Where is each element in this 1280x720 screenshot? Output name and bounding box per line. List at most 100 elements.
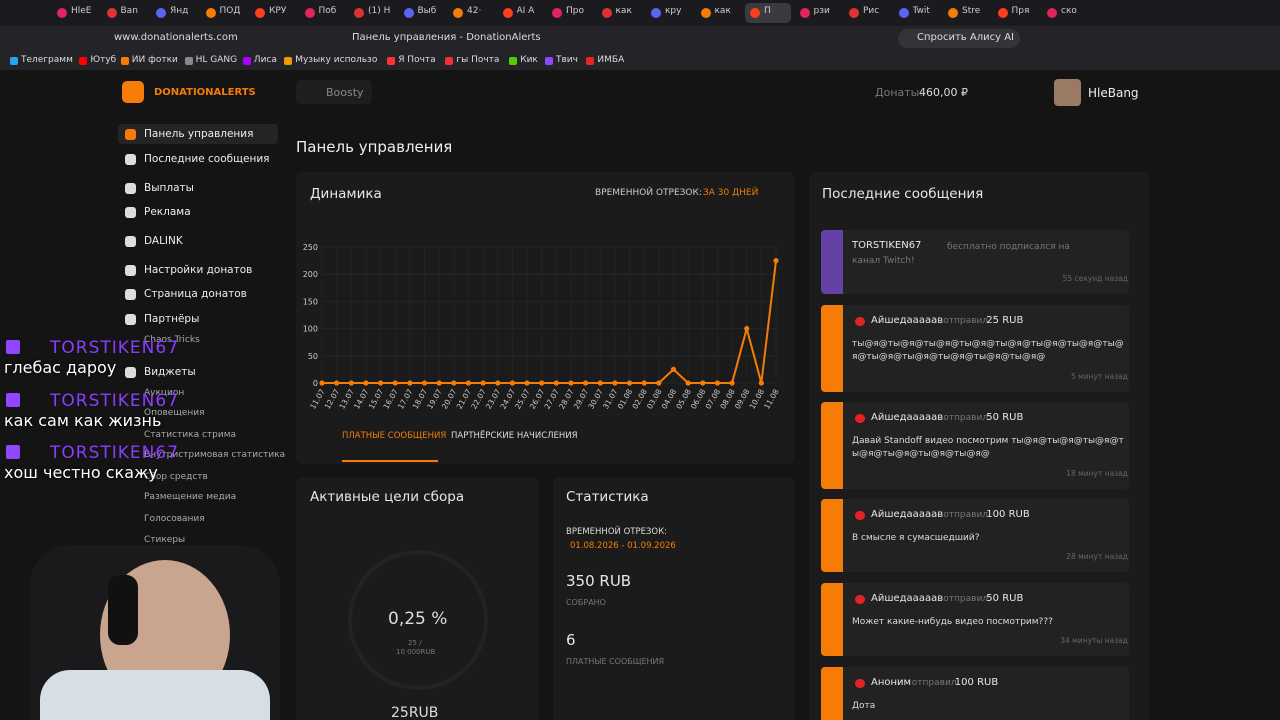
chat-user: TORSTIKEN67 — [50, 338, 180, 358]
boosty-label[interactable]: Boosty — [326, 86, 364, 99]
sidebar-item[interactable]: Голосования — [144, 514, 205, 524]
bookmark[interactable]: HL GANG — [195, 55, 238, 65]
avatar[interactable] — [1054, 79, 1081, 106]
url[interactable]: www.donationalerts.com — [114, 32, 238, 43]
stats-period-label: ВРЕМЕННОЙ ОТРЕЗОК: — [566, 527, 667, 537]
message-strip — [821, 583, 843, 656]
bookmark[interactable]: гы Почта — [456, 55, 500, 65]
bookmark-icon — [509, 57, 518, 65]
message-amount: 50 RUB — [986, 412, 1024, 423]
bookmark-icon — [284, 57, 293, 65]
sidebar-item[interactable]: Виджеты — [144, 366, 196, 378]
bookmark[interactable]: Я Почта — [398, 55, 436, 65]
period[interactable]: ЗА 30 ДНЕЙ — [703, 188, 759, 198]
bookmark[interactable]: ИМБА — [597, 55, 625, 65]
message-strip — [821, 305, 843, 392]
bookmark[interactable]: ИИ фотки — [131, 55, 178, 65]
tab-label[interactable]: 42· — [467, 6, 482, 16]
tab-label[interactable]: HleE — [71, 6, 92, 16]
tab-icon — [849, 8, 859, 18]
user-name[interactable]: HleBang — [1088, 86, 1139, 100]
tab-label[interactable]: ПОД — [219, 6, 241, 16]
alice-button[interactable] — [898, 29, 1020, 48]
bookmark[interactable]: Ютуб — [90, 55, 117, 65]
sidebar-item[interactable]: Страница донатов — [144, 288, 247, 300]
tab-label[interactable]: Ban — [120, 6, 138, 16]
heart — [855, 679, 865, 688]
tab-label[interactable]: Поб — [318, 6, 337, 16]
sidebar-item[interactable]: Последние сообщения — [144, 153, 270, 165]
tab-label[interactable]: Пря — [1011, 6, 1030, 16]
tab-label[interactable]: как — [615, 6, 632, 16]
sidebar-item[interactable]: Аукцион — [144, 388, 185, 398]
bookmark-icon — [445, 57, 454, 65]
point — [626, 380, 633, 386]
message-amount: 100 RUB — [986, 509, 1030, 520]
tab-label[interactable]: Про — [566, 6, 584, 16]
sidebar-item[interactable]: Chaos Tricks — [144, 335, 200, 345]
sidebar-item[interactable]: Внутристримовая статистика — [144, 450, 286, 460]
message-card — [821, 230, 1129, 294]
tab-icon — [700, 8, 711, 18]
tab-label[interactable]: Twit — [912, 6, 930, 16]
tab-label[interactable]: Stre — [962, 6, 981, 16]
chat-user: TORSTIKEN67 — [50, 443, 180, 463]
tab-label[interactable]: как — [714, 6, 731, 16]
bookmark[interactable]: Кик — [520, 55, 538, 65]
chat-text: хош честно скажу — [4, 463, 158, 482]
bookmark[interactable]: Телеграмм — [21, 55, 73, 65]
balance[interactable]: 460,00 ₽ — [919, 86, 968, 99]
logo[interactable]: DONATIONALERTS — [154, 87, 256, 98]
sidebar-item[interactable]: Стикеры — [144, 535, 186, 545]
tab-label[interactable]: П — [764, 6, 771, 16]
main-title: Панель управления — [296, 138, 453, 156]
stats-count: 6 — [566, 631, 576, 649]
sidebar-item[interactable]: Настройки донатов — [144, 264, 253, 276]
bookmark-icon — [545, 57, 553, 65]
point — [495, 380, 501, 386]
tab-label[interactable]: ско — [1061, 6, 1077, 16]
message-action: отправил — [943, 510, 989, 520]
message-strip — [821, 499, 843, 572]
bookmark[interactable]: Твич — [556, 55, 578, 65]
tab-label[interactable]: AI A — [516, 6, 535, 16]
tab-label[interactable]: КРУ — [269, 6, 287, 16]
tab-label[interactable]: Выб — [417, 6, 437, 16]
sidebar-item[interactable]: Панель управления — [144, 128, 254, 140]
bookmark-icon — [120, 57, 129, 65]
sidebar-icon — [125, 367, 136, 378]
point — [363, 380, 369, 386]
bookmark[interactable]: Музыку использо — [295, 55, 378, 65]
message-name: Айшедааааав — [871, 315, 944, 326]
x-tick-label: 11.08 — [762, 387, 780, 410]
message-card — [821, 305, 1129, 392]
sidebar-item[interactable]: Оповещения — [144, 408, 205, 418]
message-name: TORSTIKEN67 — [852, 240, 922, 251]
chart-tab[interactable]: ПЛАТНЫЕ СООБЩЕНИЯ — [342, 431, 447, 441]
chat-badge — [6, 392, 20, 407]
boosty-button[interactable] — [296, 80, 372, 104]
point — [773, 258, 779, 264]
sidebar-item[interactable]: Выплаты — [144, 182, 194, 194]
sidebar-item[interactable]: Реклама — [144, 206, 191, 218]
message-amount: 25 RUB — [986, 315, 1024, 326]
tab-label[interactable]: рзи — [813, 6, 830, 16]
sidebar-item[interactable]: Статистика стрима — [144, 430, 237, 440]
sidebar-item[interactable]: Партнёры — [144, 313, 200, 325]
alice-label[interactable]: Спросить Алису AI — [917, 32, 1014, 43]
tab-icon — [304, 8, 315, 18]
tab-label[interactable]: Янд — [170, 6, 189, 16]
bookmark[interactable]: Лиса — [253, 55, 277, 65]
sidebar-item[interactable]: DALINK — [144, 235, 183, 247]
stats-period[interactable]: 01.08.2026 - 01.09.2026 — [570, 541, 676, 551]
tab-icon — [552, 8, 562, 18]
chart-tab[interactable]: ПАРТНЁРСКИЕ НАЧИСЛЕНИЯ — [451, 431, 578, 441]
sidebar-item[interactable]: Размещение медиа — [144, 492, 237, 502]
point — [392, 380, 398, 386]
tab-label[interactable]: кру — [665, 6, 682, 16]
goal-amount: 25RUB — [391, 705, 439, 720]
sidebar-item[interactable]: Сбор средств — [144, 472, 208, 482]
tab-label[interactable]: (1) Н — [368, 6, 391, 16]
point — [714, 380, 721, 386]
tab-label[interactable]: Рис — [863, 6, 880, 16]
